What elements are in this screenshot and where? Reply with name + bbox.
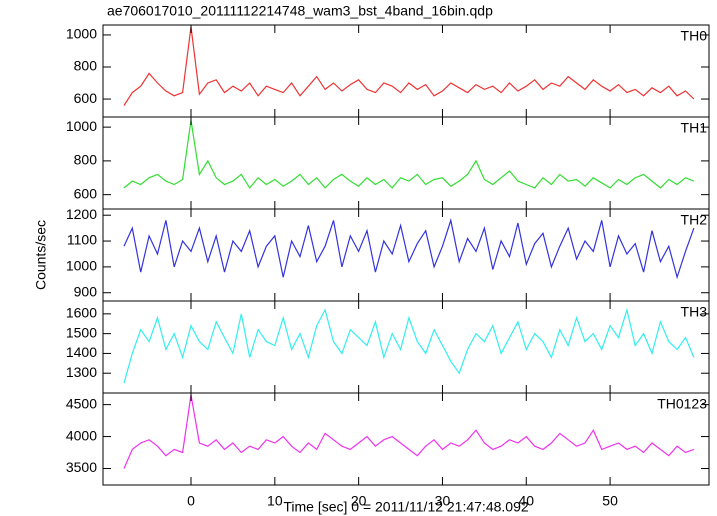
- y-tick-label: 1300: [66, 364, 97, 380]
- data-line: [123, 120, 695, 189]
- panel-label: TH3: [681, 304, 708, 320]
- y-tick-label: 1000: [66, 258, 97, 274]
- y-tick-label: 900: [74, 283, 98, 299]
- data-line: [123, 218, 695, 280]
- panel-frame: [102, 300, 710, 394]
- y-tick-label: 3500: [66, 459, 97, 475]
- y-tick-label: 600: [74, 90, 98, 106]
- data-line: [123, 26, 695, 106]
- panel-frame: [102, 208, 710, 302]
- panel-label: TH1: [681, 120, 708, 136]
- y-axis-label: Counts/sec: [33, 220, 49, 290]
- y-tick-label: 4500: [66, 395, 97, 411]
- x-tick-label: 20: [351, 493, 367, 509]
- y-tick-label: 4000: [66, 427, 97, 443]
- panel-label: TH0: [681, 28, 708, 44]
- y-tick-label: 1200: [66, 206, 97, 222]
- y-tick-label: 1000: [66, 118, 97, 134]
- data-line: [123, 307, 695, 384]
- y-tick-label: 600: [74, 185, 98, 201]
- x-tick-label: 0: [187, 493, 195, 509]
- x-tick-label: 40: [518, 493, 534, 509]
- y-tick-label: 800: [74, 152, 98, 168]
- chart-title: ae706017010_20111112214748_wam3_bst_4ban…: [107, 3, 493, 19]
- data-line: [123, 394, 695, 469]
- panel-label: TH2: [681, 212, 708, 228]
- y-tick-label: 1100: [67, 232, 97, 248]
- x-tick-label: 30: [435, 493, 451, 509]
- y-tick-label: 1500: [66, 324, 97, 340]
- x-axis-label: Time [sec] 0 = 2011/11/12 21:47:48.092: [283, 499, 529, 515]
- y-tick-label: 1400: [66, 344, 97, 360]
- x-tick-label: 10: [267, 493, 283, 509]
- y-tick-label: 1600: [66, 305, 97, 321]
- panel-frame: [102, 24, 710, 118]
- y-tick-label: 1000: [66, 26, 97, 42]
- panel-label: TH0123: [657, 396, 707, 412]
- y-tick-label: 800: [74, 58, 98, 74]
- x-tick-label: 50: [602, 493, 618, 509]
- panel-frame: [102, 116, 710, 210]
- panel-frame: [102, 392, 710, 486]
